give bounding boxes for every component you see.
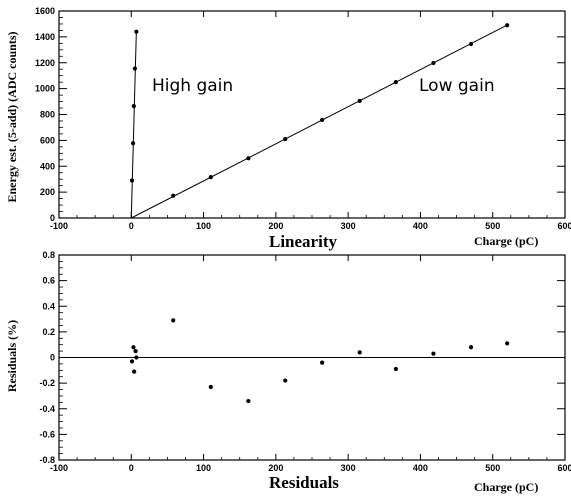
residuals-x-tick-label: 600	[557, 463, 571, 473]
low-gain-data-point	[246, 156, 251, 161]
residuals-x-tick-label: 400	[413, 463, 428, 473]
residuals-y-tick-label: 0.2	[42, 327, 55, 337]
residuals-y-tick-label: 0.8	[42, 250, 55, 260]
residuals-y-tick-label: -0.4	[39, 404, 55, 414]
linearity-x-tick-label: 0	[129, 221, 134, 231]
residual-data-point	[320, 360, 325, 365]
linearity-y-tick-label: 0	[50, 213, 55, 223]
linearity-fit-lines	[130, 23, 509, 219]
low-gain-annotation: Low gain	[419, 76, 495, 96]
residuals-y-tick-label: -0.6	[39, 429, 55, 439]
residuals-y-tick-label: 0.4	[42, 301, 55, 311]
low-gain-data-point	[468, 41, 474, 47]
high-gain-data-point	[131, 103, 136, 109]
residual-data-point	[129, 359, 135, 364]
linearity-x-tick-label: 400	[413, 221, 428, 231]
residuals-x-tick-label: 300	[341, 463, 356, 473]
low-gain-data-point	[283, 136, 288, 142]
linearity-x-axis-label: Charge (pC)	[474, 234, 538, 248]
linearity-y-tick-label: 600	[40, 135, 55, 145]
linearity-x-tick-label: 200	[268, 221, 283, 231]
residual-data-point	[132, 369, 137, 374]
linearity-y-tick-label: 400	[40, 161, 55, 171]
residual-data-point	[134, 355, 139, 360]
linearity-y-tick-label: 1600	[35, 6, 55, 16]
linearity-x-ticks: -100 0 100 200 300 400 500 600	[50, 11, 571, 231]
residuals-panel: -100 0 100 200 300 400 500 600 -0.8 -0.6 -0.4 -0.2…	[5, 250, 571, 494]
linearity-y-tick-label: 1400	[35, 32, 55, 42]
linearity-x-tick-label: 300	[341, 221, 356, 231]
low-gain-data-point	[357, 98, 362, 104]
linearity-y-tick-label: 200	[40, 187, 55, 197]
linearity-x-tick-label: 100	[196, 221, 211, 231]
residuals-y-tick-label: 0.6	[42, 276, 55, 286]
residuals-y-tick-label: -0.2	[39, 378, 55, 388]
linearity-y-tick-label: 1000	[35, 84, 55, 94]
residual-data-point	[393, 366, 398, 372]
linearity-x-tick-label: -100	[50, 221, 68, 231]
high-gain-data-point	[132, 66, 137, 71]
linearity-y-tick-label: 800	[40, 110, 55, 120]
residual-data-point	[283, 378, 288, 383]
linearity-x-tick-label: 600	[557, 221, 571, 231]
low-gain-data-point	[431, 60, 436, 66]
residuals-y-tick-label: -0.8	[39, 455, 55, 465]
residuals-x-axis-label: Charge (pC)	[474, 480, 538, 494]
low-gain-data-point	[171, 193, 176, 198]
low-gain-data-point	[208, 175, 213, 180]
residuals-x-tick-label: 100	[196, 463, 211, 473]
residuals-subtitle: Residuals	[269, 473, 339, 492]
low-gain-data-point	[393, 80, 398, 85]
linearity-plot-frame	[58, 10, 566, 219]
high-gain-data-point	[130, 141, 136, 146]
residual-data-point	[133, 348, 138, 354]
linearity-panel: -100 0 100 200 300 400 500 600 0200400600800100…	[5, 6, 571, 251]
residual-data-point	[246, 398, 251, 404]
residuals-x-tick-label: 200	[268, 463, 283, 473]
residuals-x-ticks: -100 0 100 200 300 400 500 600	[50, 255, 571, 473]
residual-data-point	[357, 350, 362, 355]
high-gain-data-point	[134, 29, 139, 34]
linearity-x-tick-label: 500	[485, 221, 500, 231]
residuals-y-tick-label: 0	[50, 353, 55, 363]
linearity-y-axis-label: Energy est. (5-add) (ADC counts)	[5, 32, 19, 203]
linearity-y-tick-label: 1200	[35, 58, 55, 68]
low-gain-fit-line	[131, 23, 509, 219]
residuals-points	[129, 318, 510, 404]
linearity-points	[129, 23, 510, 198]
residuals-x-tick-label: 500	[485, 463, 500, 473]
low-gain-data-point	[505, 23, 510, 28]
residual-data-point	[131, 345, 136, 350]
residual-data-point	[208, 384, 213, 390]
residuals-y-axis-label: Residuals (%)	[5, 320, 19, 392]
residuals-x-tick-label: 0	[129, 463, 134, 473]
residual-data-point	[505, 341, 510, 346]
high-gain-data-point	[129, 178, 135, 183]
high-gain-fit-line	[130, 31, 137, 219]
linearity-y-ticks: 0 200 400 600 800 1000 1200 1400 1600	[35, 6, 565, 223]
residual-data-point	[171, 318, 176, 323]
linearity-subtitle: Linearity	[269, 232, 337, 251]
residuals-x-tick-label: -100	[50, 463, 68, 473]
low-gain-data-point	[320, 117, 325, 123]
residual-data-point	[431, 351, 436, 356]
high-gain-annotation: High gain	[152, 76, 233, 96]
residual-data-point	[468, 345, 474, 350]
